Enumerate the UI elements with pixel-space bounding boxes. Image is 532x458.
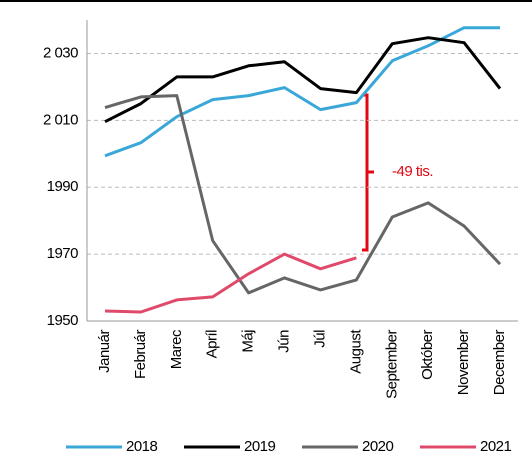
annotation: -49 tis. [392,163,433,180]
legend-label: 2019 [244,438,276,455]
legend-label: 2021 [480,438,512,455]
y-tick-label: 2 010 [43,111,78,128]
series-line [104,36,502,124]
x-tick-label: Október [419,329,436,379]
top-border [0,0,532,2]
series-line [104,252,357,314]
y-tick-label: 1970 [47,245,79,262]
x-tick-label: Jún [276,330,293,353]
legend-label: 2018 [126,438,158,455]
x-tick-label: November [455,330,472,396]
x-tick-label: September [383,329,400,398]
y-tick-label: 1990 [47,178,79,195]
x-tick-label: December [491,330,508,396]
y-tick-label: 1950 [47,312,79,329]
x-tick-label: Máj [240,330,257,353]
x-tick-label: Január [96,330,113,373]
series-line [104,26,500,158]
annotation-bracket [362,93,374,252]
x-tick-label: August [347,329,364,374]
series-line [104,94,502,295]
x-tick-label: Apríl [204,330,221,359]
legend-label: 2020 [362,438,394,455]
y-tick-label: 2 030 [43,44,78,61]
x-tick-label: Júl [311,330,328,348]
x-tick-label: Marec [168,329,185,369]
x-tick-label: Február [132,330,149,380]
